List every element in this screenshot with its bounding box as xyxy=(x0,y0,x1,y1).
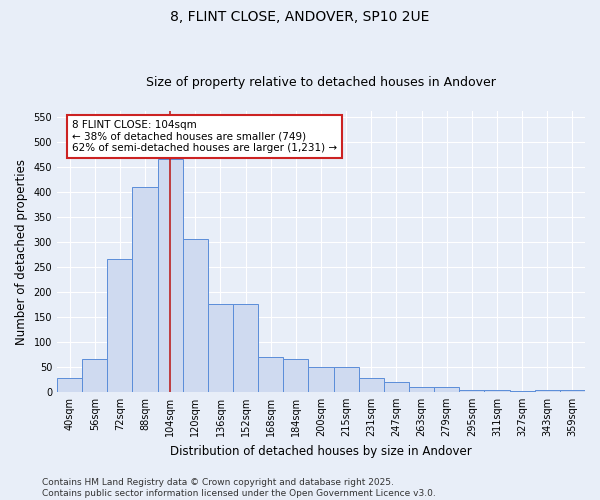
Bar xyxy=(57,378,82,392)
Bar xyxy=(107,259,133,392)
Bar xyxy=(308,367,334,392)
Text: 8 FLINT CLOSE: 104sqm
← 38% of detached houses are smaller (749)
62% of semi-det: 8 FLINT CLOSE: 104sqm ← 38% of detached … xyxy=(72,120,337,153)
Bar xyxy=(133,186,158,392)
Bar xyxy=(409,387,434,392)
Bar xyxy=(183,239,208,392)
Bar xyxy=(258,357,283,392)
Bar xyxy=(535,390,560,392)
Y-axis label: Number of detached properties: Number of detached properties xyxy=(15,158,28,344)
Bar xyxy=(459,390,484,392)
Bar xyxy=(334,367,359,392)
Title: Size of property relative to detached houses in Andover: Size of property relative to detached ho… xyxy=(146,76,496,90)
Bar xyxy=(359,378,384,392)
Bar xyxy=(82,360,107,392)
Bar xyxy=(434,387,459,392)
X-axis label: Distribution of detached houses by size in Andover: Distribution of detached houses by size … xyxy=(170,444,472,458)
Text: Contains HM Land Registry data © Crown copyright and database right 2025.
Contai: Contains HM Land Registry data © Crown c… xyxy=(42,478,436,498)
Bar xyxy=(560,390,585,392)
Bar xyxy=(283,360,308,392)
Bar xyxy=(208,304,233,392)
Text: 8, FLINT CLOSE, ANDOVER, SP10 2UE: 8, FLINT CLOSE, ANDOVER, SP10 2UE xyxy=(170,10,430,24)
Bar xyxy=(158,159,183,392)
Bar xyxy=(384,382,409,392)
Bar xyxy=(233,304,258,392)
Bar xyxy=(484,390,509,392)
